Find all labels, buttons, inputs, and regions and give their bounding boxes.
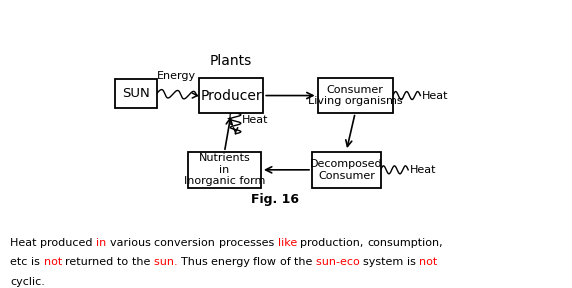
- Text: consumption,: consumption,: [367, 238, 443, 248]
- Text: system: system: [363, 257, 407, 267]
- Text: in: in: [96, 238, 110, 248]
- Text: returned: returned: [65, 257, 117, 267]
- Text: Energy: Energy: [157, 71, 196, 81]
- FancyBboxPatch shape: [115, 79, 157, 108]
- Text: Producer: Producer: [200, 88, 262, 103]
- Text: the: the: [132, 257, 153, 267]
- Text: etc: etc: [10, 257, 31, 267]
- Text: not: not: [419, 257, 438, 267]
- Text: various: various: [110, 238, 154, 248]
- Text: sun-eco: sun-eco: [316, 257, 363, 267]
- Text: the: the: [294, 257, 316, 267]
- Text: energy: energy: [211, 257, 253, 267]
- Text: is: is: [407, 257, 419, 267]
- Text: cyclic.: cyclic.: [10, 277, 45, 287]
- Text: Fig. 16: Fig. 16: [252, 193, 299, 206]
- Text: Heat: Heat: [242, 115, 269, 126]
- Text: to: to: [117, 257, 132, 267]
- Text: not: not: [43, 257, 65, 267]
- Text: Decomposed
Consumer: Decomposed Consumer: [310, 159, 383, 181]
- Text: Plants: Plants: [210, 54, 252, 68]
- Text: SUN: SUN: [122, 87, 150, 100]
- FancyBboxPatch shape: [312, 152, 381, 187]
- FancyBboxPatch shape: [188, 152, 261, 187]
- FancyBboxPatch shape: [199, 78, 263, 113]
- Text: produced: produced: [40, 238, 96, 248]
- Text: conversion: conversion: [154, 238, 219, 248]
- Text: production,: production,: [300, 238, 367, 248]
- Text: Nutrients
in
Inorganic form: Nutrients in Inorganic form: [184, 153, 265, 186]
- Text: Thus: Thus: [181, 257, 211, 267]
- Text: flow: flow: [253, 257, 280, 267]
- Text: Heat: Heat: [422, 90, 448, 101]
- Text: like: like: [277, 238, 300, 248]
- Text: Heat: Heat: [410, 165, 436, 175]
- FancyBboxPatch shape: [317, 78, 393, 113]
- Text: sun.: sun.: [153, 257, 181, 267]
- Text: of: of: [280, 257, 294, 267]
- Text: {: {: [225, 112, 233, 125]
- Text: is: is: [31, 257, 43, 267]
- Text: Consumer
Living organisms: Consumer Living organisms: [308, 85, 403, 106]
- Text: processes: processes: [219, 238, 277, 248]
- Text: Heat: Heat: [10, 238, 40, 248]
